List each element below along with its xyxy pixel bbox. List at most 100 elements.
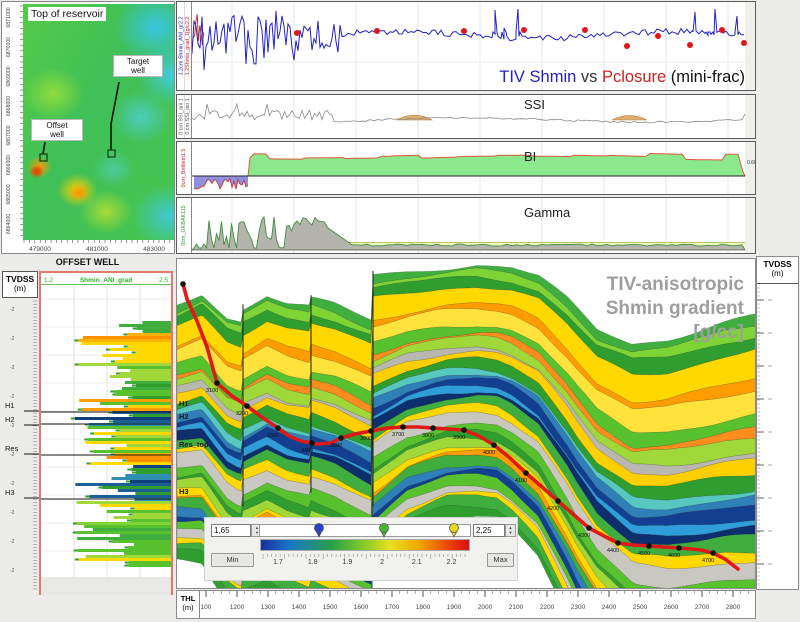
- trajectory-point[interactable]: [461, 427, 467, 433]
- md-label: 4600: [668, 553, 680, 559]
- log-bar: [78, 339, 171, 342]
- bi-end-value: 0.60: [747, 160, 755, 166]
- thl-tick-label: 1700: [385, 604, 400, 611]
- log-bar: [89, 495, 171, 498]
- color-pin[interactable]: [449, 523, 459, 538]
- log-bar: [125, 474, 171, 477]
- trajectory-point[interactable]: [400, 424, 406, 430]
- spinner-up-icon[interactable]: ▲: [508, 524, 513, 530]
- trajectory-point[interactable]: [309, 440, 315, 446]
- thl-tick-label: 2400: [602, 604, 617, 611]
- log-bar: [106, 456, 171, 459]
- log-tracks-panel: 1.2cm Shmin_ANI_gr2.2 1.2Shmin_grad_1[g/c…: [176, 0, 756, 256]
- map-y-tick-label: 6870000: [6, 37, 12, 57]
- spinner-up-icon[interactable]: ▲: [255, 524, 259, 530]
- pclosure-point[interactable]: [461, 28, 467, 34]
- track-bi[interactable]: 0cm_Brittlein1.5 0.60 BI: [176, 141, 756, 195]
- depth-tick-label: -2: [10, 394, 15, 400]
- depth-tick-label: -2: [10, 336, 15, 342]
- pclosure-point[interactable]: [374, 28, 380, 34]
- spinner-down-icon[interactable]: ▼: [508, 530, 513, 536]
- log-bar: [119, 534, 171, 537]
- legend-tick-label: 2.2: [446, 559, 457, 566]
- trajectory-point[interactable]: [615, 540, 621, 546]
- depth-tick-label: -2: [10, 510, 15, 516]
- map-y-tick-label: 6869000: [6, 66, 12, 86]
- spinner-down-icon[interactable]: ▼: [255, 530, 259, 536]
- section-marker-label: Res_top: [179, 440, 209, 449]
- cross-section-panel[interactable]: 3100 3200 3300 3400 3500 3600 3700 3800 3900 4000…: [176, 258, 756, 589]
- depth-tick-label: -2: [10, 423, 15, 429]
- log-bar: [85, 441, 171, 444]
- color-pin[interactable]: [379, 523, 389, 538]
- pclosure-point[interactable]: [741, 40, 747, 46]
- log-bar: [76, 522, 171, 525]
- track-bi-scale: 0cm_Brittlein1.5: [181, 142, 192, 194]
- min-value-input[interactable]: [211, 524, 251, 537]
- log-bar: [127, 333, 171, 336]
- pclosure-point[interactable]: [655, 33, 661, 39]
- log-bar: [142, 330, 171, 333]
- max-value-spinner[interactable]: ▲ ▼: [505, 524, 516, 537]
- thl-axis: THL (m) 100 1200 1300 1400 1500 1600 1700 1800 1…: [176, 590, 756, 619]
- log-bar: [94, 432, 171, 435]
- log-bar: [135, 471, 171, 474]
- trajectory-point[interactable]: [244, 403, 250, 409]
- trajectory-point[interactable]: [338, 435, 344, 441]
- trajectory-point[interactable]: [586, 525, 592, 531]
- max-value-input[interactable]: [473, 524, 505, 537]
- log-bar: [75, 483, 171, 486]
- trajectory-point[interactable]: [523, 470, 529, 476]
- depth-tick-label: -2: [10, 307, 15, 313]
- log-bar: [130, 378, 171, 381]
- log-bar: [114, 447, 171, 450]
- map-x-tick-label: 479000: [29, 246, 51, 253]
- legend-tick-label: 1.7: [273, 559, 283, 566]
- log-bar: [119, 429, 171, 432]
- trajectory-point[interactable]: [275, 425, 281, 431]
- trajectory-point: [180, 281, 186, 287]
- trajectory-point[interactable]: [214, 380, 220, 386]
- trajectory-point[interactable]: [491, 442, 497, 448]
- log-bar: [112, 540, 171, 543]
- log-bar: [109, 375, 171, 378]
- min-button[interactable]: Min: [211, 553, 254, 567]
- legend-tick-label: 2.1: [411, 559, 422, 566]
- trajectory-point[interactable]: [555, 498, 561, 504]
- max-button[interactable]: Max: [487, 553, 514, 567]
- log-bar: [78, 363, 171, 366]
- pclosure-point[interactable]: [624, 43, 630, 49]
- pclosure-point[interactable]: [521, 27, 527, 33]
- track-gamma[interactable]: 0cm_GKBAK115 Gamma: [176, 197, 756, 254]
- color-pin[interactable]: [314, 523, 324, 538]
- pclosure-point[interactable]: [582, 27, 588, 33]
- map-y-tick-label: 6864000: [6, 214, 12, 234]
- trajectory-point[interactable]: [710, 550, 716, 556]
- trajectory-point[interactable]: [676, 545, 682, 551]
- shmin-ani-curve: [192, 8, 745, 70]
- thl-tick-label: 2700: [695, 604, 710, 611]
- trajectory-point[interactable]: [430, 425, 436, 431]
- pclosure-point[interactable]: [294, 30, 300, 36]
- trajectory-point[interactable]: [368, 428, 374, 434]
- color-pin-slider[interactable]: [259, 524, 471, 537]
- target-well-marker[interactable]: [107, 149, 116, 158]
- md-label: 3200: [236, 411, 248, 417]
- well-trajectory[interactable]: [181, 282, 740, 571]
- offset-well-marker[interactable]: [39, 153, 48, 162]
- log-bar: [119, 372, 171, 375]
- ssi-curve-plot: [192, 95, 755, 138]
- track-shmin[interactable]: 1.2cm Shmin_ANI_gr2.2 1.2Shmin_grad_1[g/c…: [176, 1, 756, 91]
- offset-log-track[interactable]: 1.2 Shmin_ANI_grad 2.5: [39, 271, 173, 595]
- map-y-tick-label: 6865000: [6, 184, 12, 204]
- log-bar: [128, 546, 171, 549]
- pclosure-point[interactable]: [687, 42, 693, 48]
- md-label: 3500: [330, 443, 342, 449]
- log-bar: [117, 366, 171, 369]
- thl-tick-label: 1500: [323, 604, 338, 611]
- trajectory-point[interactable]: [646, 543, 652, 549]
- log-bar: [130, 480, 171, 483]
- pclosure-point[interactable]: [719, 27, 725, 33]
